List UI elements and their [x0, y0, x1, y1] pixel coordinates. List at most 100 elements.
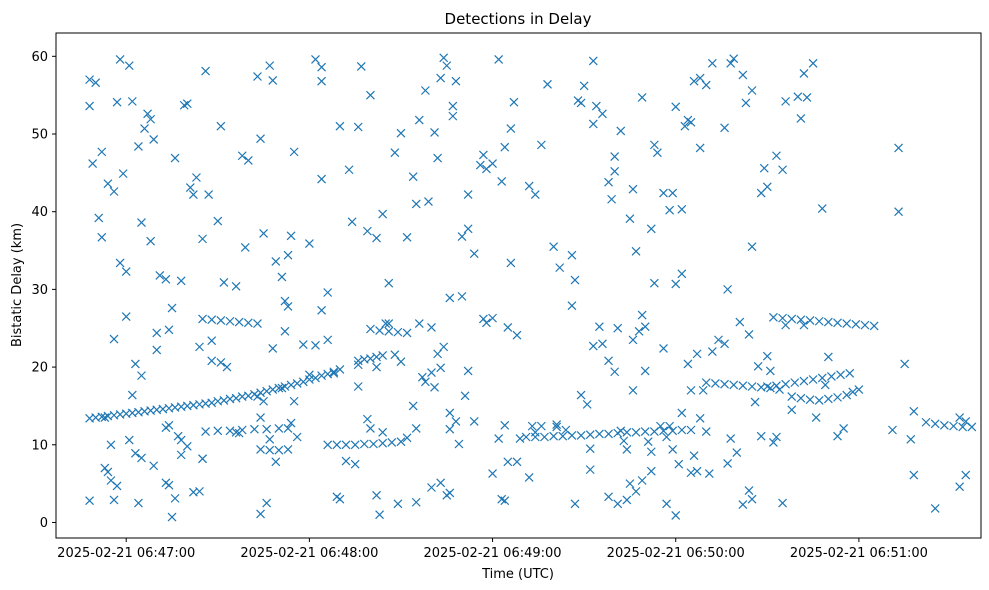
data-point	[799, 376, 809, 386]
data-point	[240, 243, 250, 252]
data-point	[372, 233, 381, 243]
data-point	[778, 313, 787, 323]
data-point	[207, 336, 217, 346]
data-point	[396, 437, 406, 447]
data-point	[503, 457, 513, 467]
data-point	[778, 498, 787, 508]
data-point	[521, 432, 531, 442]
data-point	[610, 367, 620, 377]
data-point	[570, 275, 580, 285]
data-point	[833, 392, 842, 402]
data-point	[213, 426, 223, 436]
data-point	[622, 445, 632, 454]
data-point	[201, 66, 211, 76]
data-point	[85, 496, 95, 506]
data-point	[146, 114, 156, 124]
data-point	[570, 499, 580, 509]
data-point	[613, 499, 623, 509]
data-point	[234, 317, 244, 327]
data-point	[707, 58, 717, 68]
data-point	[799, 320, 809, 330]
data-point	[692, 349, 702, 359]
data-point	[921, 417, 931, 427]
data-point	[909, 406, 919, 416]
data-point	[91, 78, 101, 88]
data-point	[805, 316, 815, 325]
data-point	[378, 209, 388, 219]
data-point	[304, 370, 314, 380]
data-point	[637, 310, 647, 320]
data-point	[939, 420, 949, 430]
data-point	[286, 231, 296, 241]
data-point	[146, 236, 156, 246]
data-point	[457, 232, 467, 241]
data-point	[723, 458, 733, 468]
data-point	[317, 174, 327, 184]
data-point	[280, 296, 290, 306]
data-point	[256, 445, 265, 454]
data-point	[378, 438, 388, 448]
data-point	[439, 342, 449, 352]
data-point	[329, 368, 339, 378]
data-point	[747, 494, 757, 504]
data-point	[500, 142, 510, 152]
data-point	[134, 142, 143, 151]
data-point	[335, 494, 345, 504]
data-point	[298, 377, 308, 387]
data-point	[164, 420, 174, 430]
data-point	[604, 356, 613, 366]
data-point	[869, 321, 879, 331]
data-point	[192, 173, 201, 182]
data-point	[402, 232, 412, 242]
data-point	[894, 207, 903, 217]
data-point	[747, 86, 757, 95]
data-point	[411, 497, 421, 507]
data-point	[820, 380, 830, 390]
data-point	[787, 405, 797, 415]
y-tick-label: 20	[31, 361, 48, 376]
data-point	[396, 128, 406, 138]
data-point	[231, 281, 241, 291]
data-point	[430, 382, 439, 392]
data-point	[414, 115, 424, 125]
data-point	[454, 439, 464, 449]
data-point	[243, 318, 253, 328]
data-point	[176, 276, 186, 286]
data-point	[543, 79, 552, 89]
data-point	[906, 434, 916, 444]
data-point	[97, 147, 107, 157]
data-point	[164, 325, 174, 335]
data-point	[637, 93, 647, 102]
data-point	[317, 76, 327, 86]
x-tick-label: 2025-02-21 06:51:00	[790, 546, 928, 561]
x-tick-label: 2025-02-21 06:47:00	[57, 546, 195, 561]
data-point	[445, 488, 455, 498]
data-point	[594, 429, 604, 439]
data-point	[619, 436, 629, 446]
data-point	[628, 184, 638, 194]
data-point	[109, 187, 119, 196]
data-point	[826, 371, 836, 381]
data-point	[668, 188, 678, 198]
data-point	[695, 143, 705, 153]
data-point	[103, 179, 113, 189]
y-tick-label: 40	[31, 205, 48, 220]
data-point	[414, 319, 424, 328]
plot-frame	[55, 32, 982, 539]
data-point	[616, 126, 626, 136]
data-point	[250, 424, 259, 434]
data-point	[369, 439, 378, 449]
data-point	[378, 427, 388, 437]
data-point	[216, 316, 226, 325]
data-point	[576, 98, 586, 108]
data-point	[265, 434, 275, 444]
data-point	[753, 361, 763, 371]
data-point	[558, 431, 568, 441]
data-point	[167, 512, 177, 522]
data-point	[646, 466, 656, 476]
data-point	[640, 427, 650, 436]
data-point	[814, 316, 824, 326]
data-point	[137, 453, 146, 463]
data-point	[805, 395, 815, 405]
